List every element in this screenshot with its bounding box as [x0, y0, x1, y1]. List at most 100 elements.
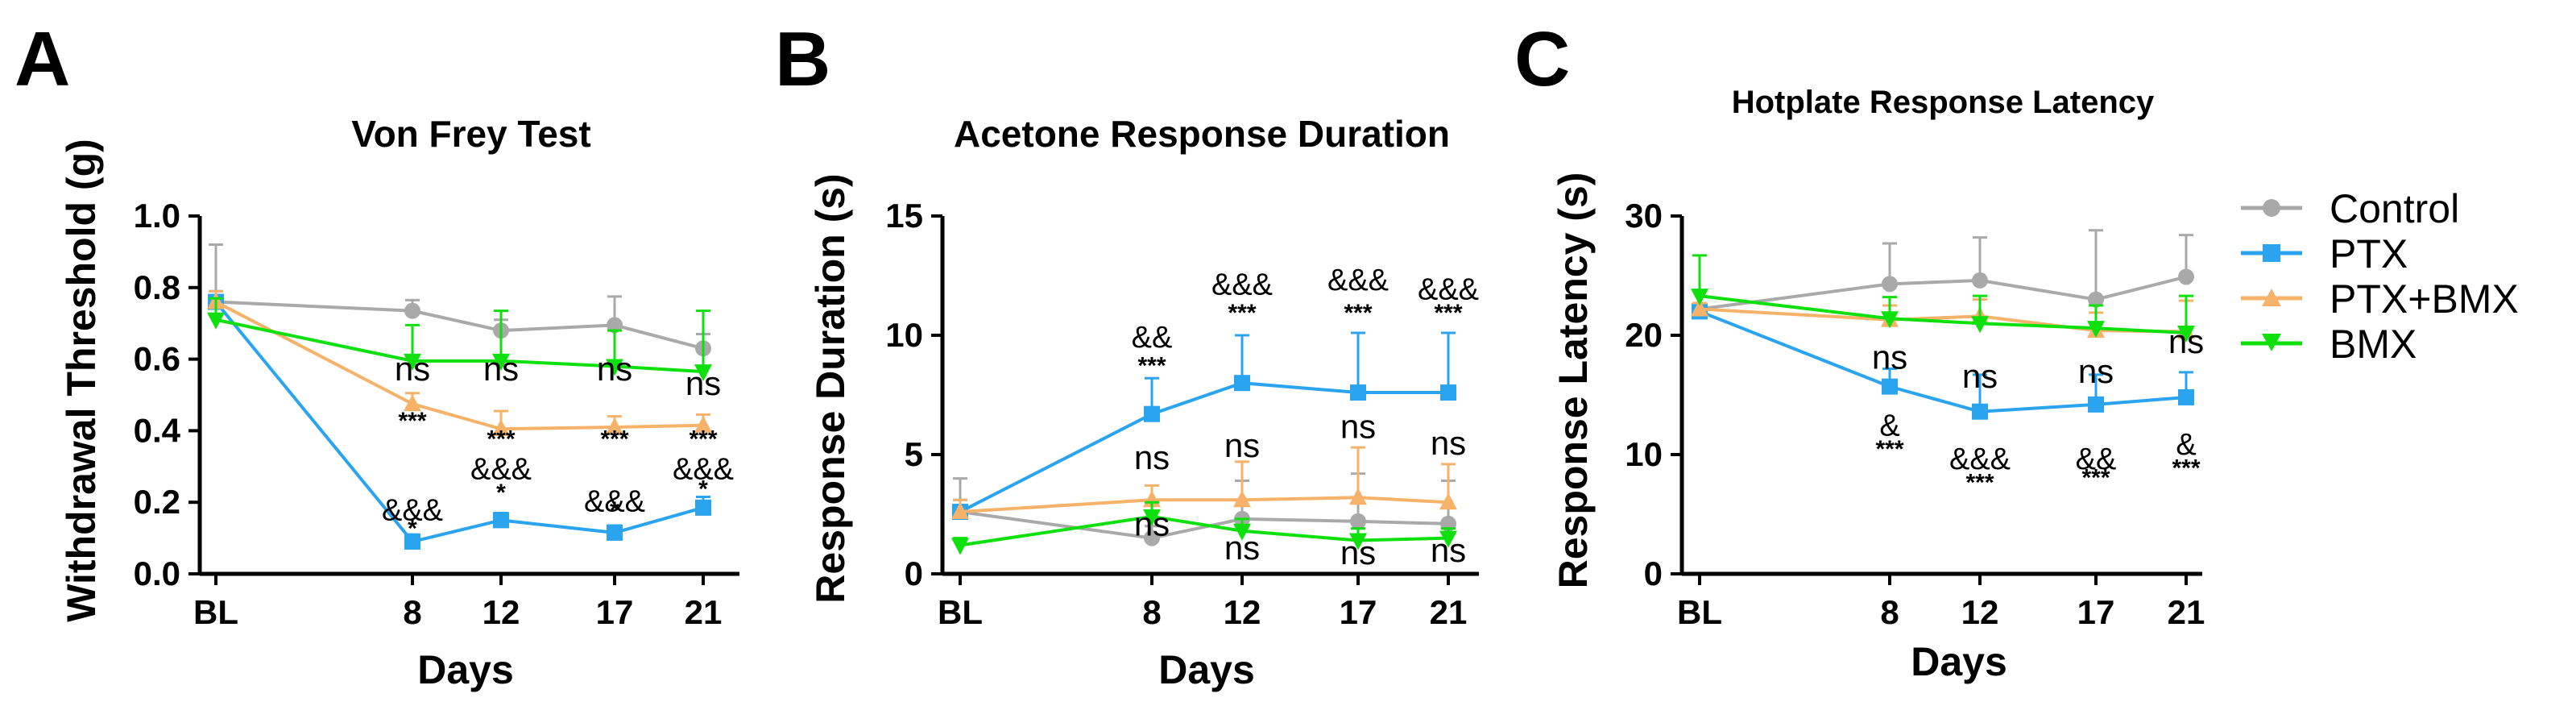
- x-axis-label-b: Days: [1158, 647, 1255, 692]
- series-bmx: [207, 297, 712, 382]
- panel-a: A Von Frey Test Withdrawal Threshold (g)…: [14, 16, 739, 692]
- series-control: [1692, 229, 2194, 318]
- significance-label: ***: [1875, 436, 1903, 463]
- data-point: [1233, 523, 1251, 541]
- panel-b: B Acetone Response Duration Response Dur…: [775, 16, 1479, 692]
- legend-marker-ptx: [2263, 244, 2280, 262]
- data-point: [606, 417, 623, 434]
- chart-title-c: Hotplate Response Latency: [1732, 85, 2155, 120]
- legend-marker-bmx: [2262, 334, 2281, 351]
- significance-label: ns: [2078, 352, 2114, 390]
- y-axis-label-a: Withdrawal Threshold (g): [59, 139, 104, 622]
- data-point: [2087, 321, 2105, 339]
- data-point: [1691, 289, 1708, 306]
- data-point: [2178, 388, 2194, 405]
- series-bmx: [1691, 254, 2195, 343]
- y-tick-label: 0.2: [134, 483, 180, 521]
- x-tick-label: BL: [1677, 593, 1722, 631]
- x-tick-label: 8: [403, 593, 421, 631]
- significance-label: &&&: [382, 493, 443, 527]
- significance-label: ns: [395, 350, 430, 388]
- x-tick-label: 17: [1340, 593, 1377, 631]
- significance-label: &&&: [1949, 442, 2011, 476]
- data-point: [1882, 276, 1898, 293]
- data-point: [2178, 268, 2194, 285]
- x-axis-label-c: Days: [1911, 639, 2007, 684]
- data-point: [1972, 403, 1988, 420]
- significance-label: ns: [1134, 505, 1170, 543]
- legend-label-ptx-bmx: PTX+BMX: [2330, 276, 2519, 322]
- significance-label: ns: [685, 364, 721, 402]
- series-line: [959, 496, 1449, 514]
- significance-label: *: [698, 476, 708, 503]
- significance-label: ns: [1872, 338, 1907, 376]
- significance-label: &: [1879, 409, 1899, 442]
- legend: Control PTX PTX+BMX BMX: [2241, 186, 2519, 367]
- data-point: [404, 353, 421, 371]
- legend-item-ptx-bmx: PTX+BMX: [2241, 276, 2519, 322]
- data-point: [1439, 530, 1457, 548]
- y-axis-label-c: Response Latency (s): [1551, 172, 1596, 589]
- data-point: [1234, 375, 1250, 392]
- data-point: [1144, 530, 1160, 546]
- data-point: [695, 499, 711, 516]
- chart-title-b: Acetone Response Duration: [954, 113, 1450, 155]
- data-point: [607, 524, 623, 541]
- significance-label: ***: [2081, 464, 2110, 491]
- data-point: [1972, 272, 1988, 289]
- data-point: [2088, 396, 2104, 413]
- y-tick-label: 0: [905, 555, 923, 592]
- data-point: [951, 538, 969, 555]
- legend-label-bmx: BMX: [2330, 322, 2417, 367]
- panel-letter-a: A: [14, 16, 70, 102]
- data-point: [1882, 378, 1898, 395]
- y-tick-label: 10: [885, 316, 923, 354]
- series-ptx: [1692, 303, 2194, 420]
- data-point: [1691, 299, 1708, 317]
- legend-marker-ptx-bmx: [2262, 289, 2281, 306]
- series-ptx-bmx: [207, 289, 712, 437]
- significance-label: &&&: [1327, 264, 1389, 297]
- y-tick-label: 0.8: [134, 268, 180, 306]
- significance-label: &&&: [673, 452, 734, 486]
- y-tick-label: 0.4: [134, 411, 181, 449]
- data-point: [492, 353, 510, 371]
- significance-label: ***: [398, 408, 426, 434]
- data-point: [1350, 384, 1366, 401]
- significance-label: ns: [1340, 534, 1376, 571]
- significance-label: *: [610, 497, 619, 524]
- significance-label: &&: [1132, 321, 1173, 355]
- data-point: [1349, 488, 1367, 505]
- series-control: [208, 243, 711, 357]
- data-point: [606, 359, 623, 376]
- data-point: [1881, 311, 1899, 329]
- x-tick-label: 8: [1880, 593, 1899, 631]
- significance-label: &&&: [1418, 273, 1479, 307]
- y-tick-label: 10: [1625, 435, 1663, 473]
- significance-label: ***: [600, 426, 628, 452]
- data-point: [1350, 513, 1366, 530]
- data-point: [493, 512, 509, 529]
- data-point: [1233, 490, 1251, 508]
- data-point: [1349, 533, 1367, 550]
- y-tick-label: 30: [1625, 197, 1663, 235]
- x-tick-label: 17: [596, 593, 634, 631]
- significance-label: ns: [1224, 529, 1260, 567]
- data-point: [404, 394, 421, 412]
- data-point: [404, 302, 420, 319]
- data-point: [404, 534, 420, 550]
- x-tick-label: 21: [1430, 593, 1468, 631]
- x-tick-label: 21: [2168, 593, 2205, 631]
- significance-label: ns: [1431, 531, 1466, 569]
- x-tick-label: 17: [2077, 593, 2115, 631]
- data-point: [2088, 291, 2104, 308]
- series-line: [959, 381, 1448, 513]
- significance-label: ***: [487, 426, 515, 452]
- significance-label: &&: [2076, 442, 2117, 476]
- x-tick-label: BL: [938, 593, 983, 631]
- legend-item-control: Control: [2241, 186, 2459, 231]
- x-tick-label: 12: [482, 593, 520, 631]
